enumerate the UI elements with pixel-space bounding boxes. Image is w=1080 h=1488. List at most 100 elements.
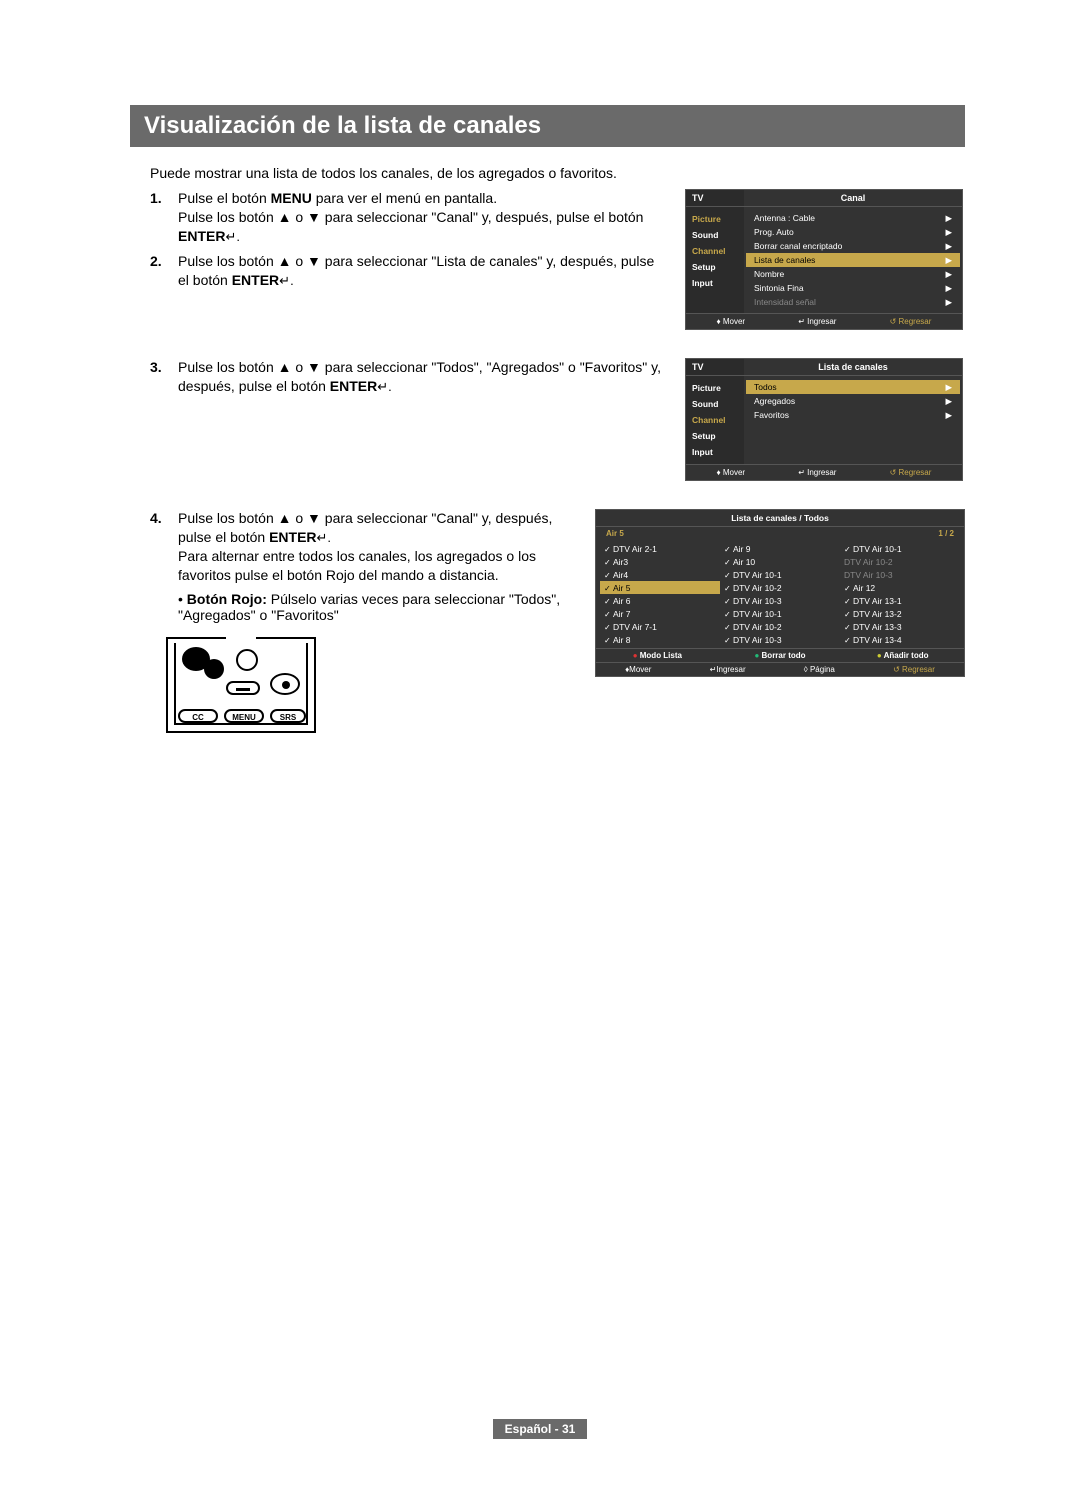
chlist-cell: DTV Air 10-1	[840, 542, 960, 555]
chlist-foot-pagina: ◊ Página	[804, 665, 835, 674]
chlist-sub-left: Air 5	[606, 529, 624, 538]
chlist-cell: DTV Air 10-1	[720, 607, 840, 620]
chlist-cell: Air 5	[600, 581, 720, 594]
osd-side-item: Setup	[686, 259, 744, 275]
text-bold: ENTER	[330, 378, 377, 394]
intro-text: Puede mostrar una lista de todos los can…	[150, 165, 965, 181]
chlist-cell: Air3	[600, 555, 720, 568]
osd-side-item: Channel	[686, 412, 744, 428]
enter-icon: ↵.	[279, 272, 294, 290]
bullet-line: • Botón Rojo: Púlselo varias veces para …	[178, 591, 579, 623]
chlist-cell: Air 7	[600, 607, 720, 620]
page-number: Español - 31	[493, 1419, 588, 1439]
osd-row: Intensidad señal▶	[746, 295, 960, 309]
osd-row: Lista de canales▶	[746, 253, 960, 267]
chlist-cell: DTV Air 13-4	[840, 633, 960, 646]
osd-row: Favoritos▶	[746, 408, 960, 422]
osd-lista: TVLista de canales Picture Sound Channel…	[685, 358, 963, 481]
chlist-foot-mover: ♦Mover	[625, 665, 651, 674]
remote-menu-button: MENU	[224, 709, 264, 723]
page-footer: Español - 31	[0, 1420, 1080, 1438]
osd-foot-mover: ♦ Mover	[717, 317, 746, 326]
chlist-cell: DTV Air 10-2	[840, 555, 960, 568]
chlist-cell: DTV Air 10-3	[720, 594, 840, 607]
osd-tv-label: TV	[686, 359, 744, 375]
chlist-sub-right: 1 / 2	[938, 529, 954, 538]
remote-diagram: CC MENU SRS	[166, 639, 316, 733]
text-bold: Botón Rojo:	[187, 591, 267, 607]
chlist-cell: DTV Air 10-2	[720, 581, 840, 594]
chlist-cell: Air 10	[720, 555, 840, 568]
chlist-btn-anadir: Añadir todo	[841, 649, 964, 662]
remote-cc-button: CC	[178, 709, 218, 723]
chlist-btn-borrar: Borrar todo	[719, 649, 842, 662]
osd-foot-mover: ♦ Mover	[717, 468, 746, 477]
chlist-cell: DTV Air 13-3	[840, 620, 960, 633]
chlist-cell: DTV Air 2-1	[600, 542, 720, 555]
osd-row: Prog. Auto▶	[746, 225, 960, 239]
osd-foot-ingresar: ↵ Ingresar	[798, 317, 836, 326]
page-title: Visualización de la lista de canales	[130, 105, 965, 147]
osd-side-item: Input	[686, 275, 744, 291]
chlist-cell: Air 9	[720, 542, 840, 555]
text: Pulse los botón ▲ o ▼ para seleccionar "…	[178, 209, 643, 225]
step-num: 1.	[150, 189, 178, 246]
osd-row: Antenna : Cable▶	[746, 211, 960, 225]
osd-side-item: Input	[686, 444, 744, 460]
chlist-cell: DTV Air 7-1	[600, 620, 720, 633]
step-num: 4.	[150, 509, 178, 585]
text: para ver el menú en pantalla.	[312, 190, 497, 206]
text-bold: MENU	[271, 190, 312, 206]
text: Para alternar entre todos los canales, l…	[178, 548, 536, 583]
osd-row: Agregados▶	[746, 394, 960, 408]
osd-side-item: Picture	[686, 380, 744, 396]
osd-side-item: Sound	[686, 396, 744, 412]
chlist-cell: DTV Air 13-2	[840, 607, 960, 620]
chlist-cell: Air 12	[840, 581, 960, 594]
step-3: 3. Pulse los botón ▲ o ▼ para selecciona…	[150, 358, 669, 396]
text: Pulse los botón ▲ o ▼ para seleccionar "…	[178, 359, 661, 394]
chlist-cell: DTV Air 10-1	[720, 568, 840, 581]
chlist-cell: Air4	[600, 568, 720, 581]
step-1: 1. Pulse el botón MENU para ver el menú …	[150, 189, 669, 246]
osd-foot-regresar: ↺ Regresar	[890, 468, 932, 477]
chlist-title: Lista de canales / Todos	[596, 510, 964, 527]
osd-row: Nombre▶	[746, 267, 960, 281]
osd-foot-ingresar: ↵ Ingresar	[798, 468, 836, 477]
osd-row: Sintonia Fina▶	[746, 281, 960, 295]
chlist-cell: DTV Air 10-3	[840, 568, 960, 581]
enter-icon: ↵.	[317, 529, 332, 547]
osd-row: Todos▶	[746, 380, 960, 394]
text-bold: ENTER	[269, 529, 316, 545]
osd-side-item: Picture	[686, 211, 744, 227]
osd-title: Canal	[744, 190, 962, 206]
osd-title: Lista de canales	[744, 359, 962, 375]
chlist-cell: DTV Air 10-2	[720, 620, 840, 633]
osd-side-item: Sound	[686, 227, 744, 243]
chlist-cell: DTV Air 10-3	[720, 633, 840, 646]
text: Pulse el botón	[178, 190, 271, 206]
enter-icon: ↵.	[377, 378, 392, 396]
osd-foot-regresar: ↺ Regresar	[890, 317, 932, 326]
step-num: 2.	[150, 252, 178, 290]
chlist-foot-regresar: ↺ Regresar	[893, 665, 935, 674]
step-4: 4. Pulse los botón ▲ o ▼ para selecciona…	[150, 509, 579, 585]
chlist-btn-modo: Modo Lista	[596, 649, 719, 662]
osd-tv-label: TV	[686, 190, 744, 206]
text: Pulse los botón ▲ o ▼ para seleccionar "…	[178, 510, 552, 545]
osd-side-item: Setup	[686, 428, 744, 444]
enter-icon: ↵.	[225, 228, 240, 246]
remote-srs-button: SRS	[270, 709, 306, 723]
chlist-cell: Air 8	[600, 633, 720, 646]
text-bold: ENTER	[178, 228, 225, 244]
chlist-cell: DTV Air 13-1	[840, 594, 960, 607]
step-2: 2. Pulse los botón ▲ o ▼ para selecciona…	[150, 252, 669, 290]
osd-row: Borrar canal encriptado▶	[746, 239, 960, 253]
chlist-foot-ingresar: ↵Ingresar	[710, 665, 746, 674]
osd-side-item: Channel	[686, 243, 744, 259]
step-num: 3.	[150, 358, 178, 396]
text-bold: ENTER	[232, 272, 279, 288]
channel-list-screenshot: Lista de canales / Todos Air 5 1 / 2 DTV…	[595, 509, 965, 677]
osd-canal: TVCanal Picture Sound Channel Setup Inpu…	[685, 189, 963, 330]
chlist-cell: Air 6	[600, 594, 720, 607]
